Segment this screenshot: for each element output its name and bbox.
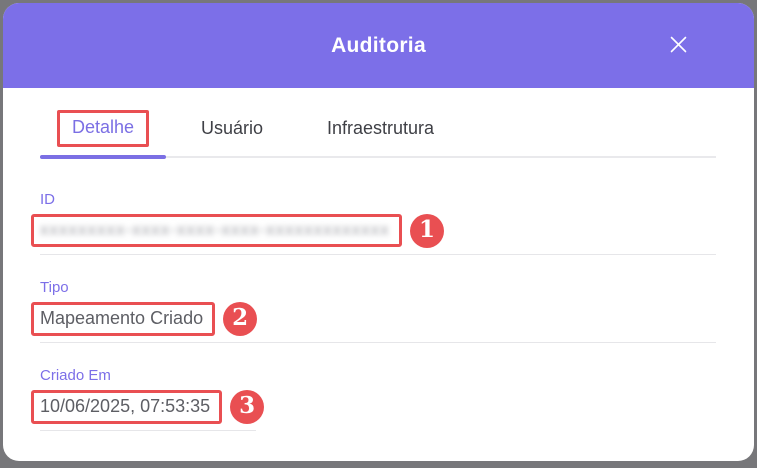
field-tipo: Tipo Mapeamento Criado 2 <box>31 279 716 343</box>
field-criado-em-label: Criado Em <box>40 367 111 384</box>
annotation-marker-2: 2 <box>223 301 258 336</box>
tab-detalhe[interactable]: Detalhe <box>40 109 166 156</box>
modal-title: Auditoria <box>331 33 426 57</box>
annotation-marker-1: 1 <box>410 213 444 248</box>
modal-body: Detalhe Usuário Infraestrutura ID xxxxxx… <box>3 109 754 431</box>
tab-bar: Detalhe Usuário Infraestrutura <box>40 109 716 159</box>
annotation-marker-3: 3 <box>230 389 265 424</box>
field-id-label: ID <box>40 191 55 208</box>
field-tipo-value: Mapeamento Criado <box>40 307 204 328</box>
auditoria-modal: Auditoria Detalhe Usuário Infraestrutura <box>3 3 754 461</box>
field-criado-em-value: 10/06/2025, 07:53:35 <box>40 395 211 416</box>
field-criado-em: Criado Em 10/06/2025, 07:53:35 3 <box>31 367 716 431</box>
field-tipo-divider <box>40 342 716 343</box>
tab-infraestrutura-label: Infraestrutura <box>326 117 435 138</box>
annotation-box-1: xxxxxxxxx-xxxx-xxxx-xxxx-xxxxxxxxxxxxx <box>31 214 402 247</box>
close-icon <box>670 36 687 56</box>
annotation-box-3: 10/06/2025, 07:53:35 <box>31 389 223 424</box>
close-button[interactable] <box>664 32 692 60</box>
field-id: ID xxxxxxxxx-xxxx-xxxx-xxxx-xxxxxxxxxxxx… <box>31 191 716 255</box>
modal-header: Auditoria <box>3 3 754 88</box>
annotation-box-2: Mapeamento Criado <box>31 301 216 336</box>
tab-detalhe-label: Detalhe <box>71 116 135 137</box>
field-criado-em-divider <box>40 430 256 431</box>
field-criado-em-value-row: 10/06/2025, 07:53:35 3 <box>31 388 716 425</box>
tab-usuario[interactable]: Usuário <box>166 110 298 156</box>
tab-infraestrutura[interactable]: Infraestrutura <box>298 110 463 156</box>
field-id-value-row: xxxxxxxxx-xxxx-xxxx-xxxx-xxxxxxxxxxxxx 1 <box>31 212 716 249</box>
field-tipo-label: Tipo <box>40 279 69 296</box>
active-tab-indicator <box>40 155 166 159</box>
field-id-divider <box>40 254 716 255</box>
annotation-box-tab: Detalhe <box>56 109 150 147</box>
field-tipo-value-row: Mapeamento Criado 2 <box>31 300 716 337</box>
tab-usuario-label: Usuário <box>200 117 264 138</box>
field-id-value-redacted: xxxxxxxxx-xxxx-xxxx-xxxx-xxxxxxxxxxxxx <box>40 220 390 239</box>
